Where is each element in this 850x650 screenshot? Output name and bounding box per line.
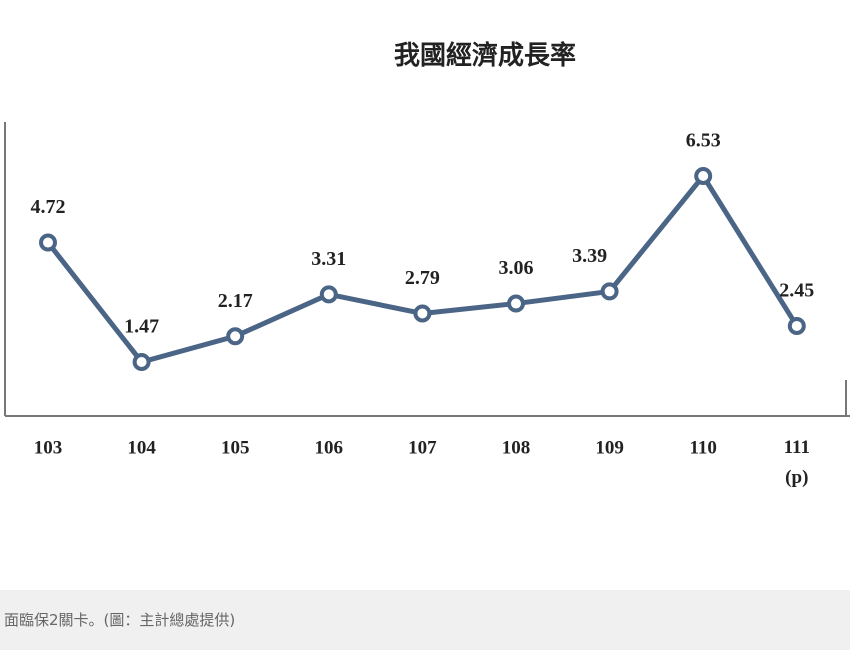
x-tick-label: 104 xyxy=(127,437,156,458)
marker xyxy=(132,352,151,371)
marker xyxy=(694,167,713,186)
marker xyxy=(787,316,806,335)
x-tick-label: 110 xyxy=(689,437,716,458)
data-label: 2.17 xyxy=(218,290,253,312)
x-tick-label: 103 xyxy=(34,437,63,458)
x-tick-label: 111 (p) xyxy=(784,437,810,488)
marker xyxy=(319,285,338,304)
data-label: 4.72 xyxy=(31,196,66,218)
x-tick-label: 108 xyxy=(502,437,531,458)
chart-title: 我國經濟成長率 xyxy=(394,40,576,70)
x-tick-label: 109 xyxy=(595,437,624,458)
chart: 我國經濟成長率 103 104 105 106 107 108 109 110 111 (p) 4.… xyxy=(4,40,850,488)
data-label: 6.53 xyxy=(686,130,721,152)
data-label: 2.79 xyxy=(405,267,440,289)
marker xyxy=(39,233,57,252)
x-tick-label: 107 xyxy=(408,437,437,458)
data-label: 1.47 xyxy=(124,316,159,338)
x-tick-label: 105 xyxy=(221,437,250,458)
data-label: 3.06 xyxy=(499,257,534,279)
data-label: 3.31 xyxy=(311,248,346,270)
caption: 面臨保2關卡。(圖：主計總處提供) xyxy=(0,590,850,650)
marker xyxy=(600,282,619,301)
x-tick-label: 106 xyxy=(315,437,344,458)
marker xyxy=(226,327,245,346)
marker xyxy=(413,304,432,323)
marker xyxy=(507,294,525,313)
data-label: 3.39 xyxy=(572,245,607,267)
data-label: 2.45 xyxy=(779,280,814,302)
